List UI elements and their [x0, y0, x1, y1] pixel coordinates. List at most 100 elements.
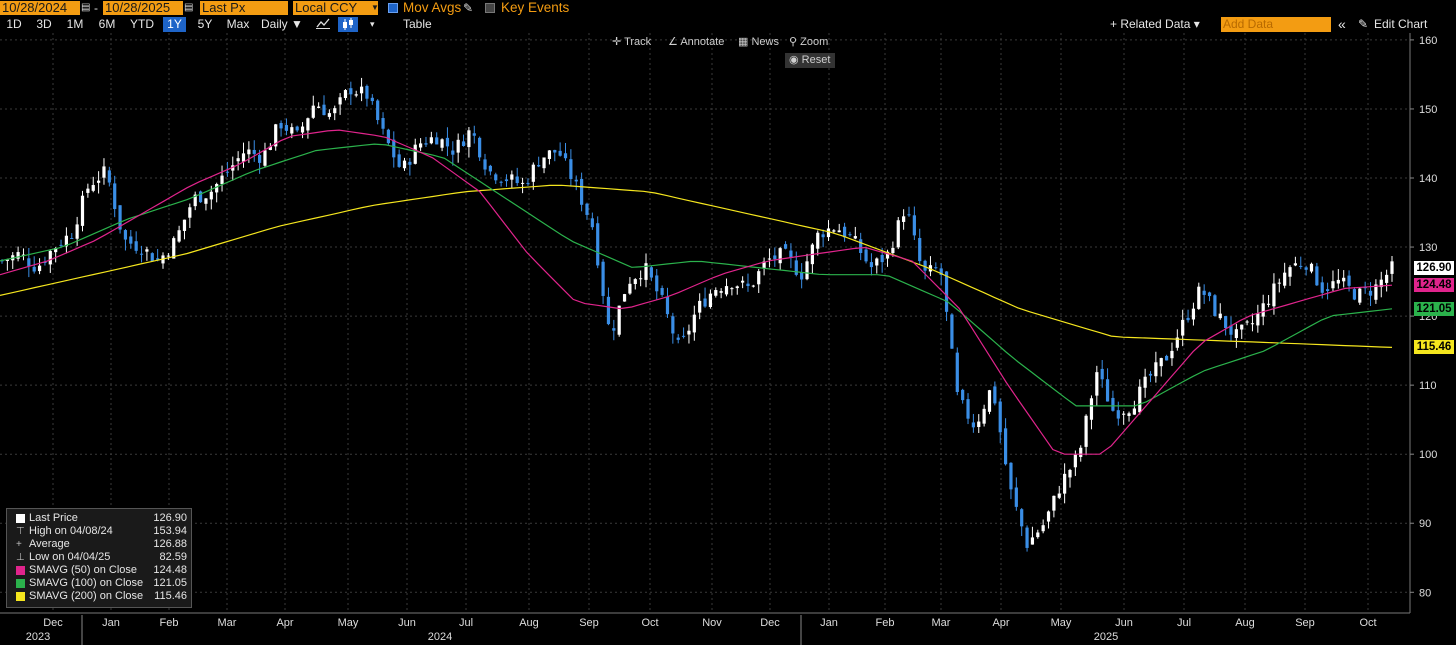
candle-body: [1309, 263, 1314, 272]
candle-body: [993, 386, 997, 404]
chevron-down-icon[interactable]: ▾: [370, 19, 375, 29]
annotate-tool[interactable]: ∠ Annotate: [668, 35, 724, 50]
key-events-checkbox[interactable]: [485, 3, 495, 13]
pencil-icon[interactable]: ✎: [463, 1, 474, 15]
candle-body: [107, 170, 111, 183]
candle-body: [488, 165, 492, 172]
range-1d[interactable]: 1D: [6, 17, 22, 31]
candle-body: [628, 283, 632, 294]
legend-value: 126.88: [153, 538, 187, 550]
range-1m[interactable]: 1M: [66, 17, 84, 31]
candle-body: [370, 97, 374, 102]
y-tick-label: 130: [1419, 242, 1437, 254]
collapse-icon[interactable]: «: [1338, 16, 1346, 32]
candle-body: [494, 174, 498, 181]
end-date-field[interactable]: 10/28/2025: [103, 1, 183, 15]
news-tool[interactable]: ▦ News: [738, 35, 779, 50]
candle-body: [1063, 473, 1067, 494]
add-data-input[interactable]: Add Data: [1221, 17, 1331, 32]
candle-body: [1283, 272, 1287, 286]
range-ytd[interactable]: YTD: [130, 17, 154, 31]
line-chart-icon[interactable]: [316, 17, 334, 32]
y-tick-label: 140: [1419, 173, 1437, 185]
edit-chart-button[interactable]: Edit Chart: [1374, 17, 1428, 31]
candle-body: [317, 106, 321, 108]
candle-body: [279, 123, 283, 129]
candle-body: [944, 271, 949, 312]
candle-body: [950, 314, 954, 349]
legend-name: Average: [29, 538, 70, 550]
date-separator: -: [94, 1, 98, 15]
candle-body: [639, 278, 643, 280]
candle-body: [907, 214, 911, 216]
candle-body: [145, 249, 149, 252]
candle-body: [1325, 289, 1330, 291]
track-tool[interactable]: ✛ Track: [612, 35, 651, 50]
candle-body: [16, 252, 20, 259]
candle-body: [547, 150, 552, 159]
candlestick-icon[interactable]: [338, 17, 358, 32]
candle-body: [80, 195, 85, 226]
range-6m[interactable]: 6M: [98, 17, 116, 31]
range-5y[interactable]: 5Y: [197, 17, 213, 31]
zoom-tool[interactable]: ⚲ Zoom: [789, 35, 828, 50]
table-button[interactable]: Table: [403, 17, 432, 31]
x-tick-label: Oct: [1359, 617, 1376, 629]
chart-legend: Last Price 126.90 ⊤ High on 04/08/24 153…: [6, 508, 192, 608]
candle-body: [1105, 379, 1110, 402]
candle-body: [172, 238, 176, 259]
candle-body: [987, 390, 992, 412]
y-tick-label: 80: [1419, 587, 1431, 599]
x-tick-label: Sep: [579, 617, 599, 629]
candle-body: [778, 248, 782, 264]
candle-body: [585, 203, 589, 215]
candle-body: [848, 234, 852, 236]
x-tick-label: Nov: [702, 617, 722, 629]
candle-body: [902, 216, 906, 222]
key-events-label[interactable]: Key Events: [501, 0, 570, 15]
x-tick-label: Aug: [519, 617, 539, 629]
candle-body: [1041, 525, 1045, 532]
currency-dropdown[interactable]: Local CCY: [293, 1, 378, 15]
candle-body: [1057, 493, 1061, 498]
calendar-icon[interactable]: ▤: [184, 2, 194, 13]
range-max[interactable]: Max: [226, 17, 250, 31]
track-label: Track: [624, 36, 652, 48]
pencil-icon[interactable]: ✎: [1358, 17, 1369, 31]
legend-name: SMAVG (200) on Close: [29, 590, 144, 602]
period-dropdown[interactable]: Daily ▼: [261, 17, 303, 31]
x-tick-label: Jun: [1115, 617, 1133, 629]
candle-body: [1229, 325, 1233, 335]
candle-body: [601, 261, 605, 296]
candle-body: [300, 126, 305, 133]
range-3d[interactable]: 3D: [36, 17, 52, 31]
average-marker-icon: +: [16, 539, 22, 550]
crosshair-icon: ✛: [612, 36, 622, 48]
candle-body: [209, 191, 213, 200]
candle-body: [692, 314, 696, 333]
mov-avgs-label[interactable]: Mov Avgs: [403, 0, 462, 15]
x-tick-label: Jan: [102, 617, 120, 629]
related-data-button[interactable]: + Related Data ▾: [1110, 17, 1200, 31]
mov-avgs-checkbox[interactable]: [388, 3, 398, 13]
candle-body: [1191, 308, 1196, 320]
range-1y[interactable]: 1Y: [163, 17, 186, 32]
candle-body: [397, 154, 401, 167]
price-field-dropdown[interactable]: Last Px: [200, 1, 288, 15]
legend-value: 126.90: [153, 512, 187, 524]
candle-body: [977, 421, 981, 427]
candle-body: [1186, 317, 1190, 321]
candle-body: [1014, 487, 1018, 507]
start-date-field[interactable]: 10/28/2024: [0, 1, 80, 15]
chevron-down-icon[interactable]: ▼: [371, 3, 379, 12]
candle-body: [48, 250, 52, 265]
candle-body: [735, 286, 739, 289]
candle-body: [27, 258, 31, 267]
candle-body: [402, 160, 407, 169]
candle-body: [671, 316, 675, 334]
candle-body: [698, 300, 702, 313]
calendar-icon[interactable]: ▤: [81, 2, 91, 13]
reset-button[interactable]: ◉ Reset: [785, 53, 835, 68]
